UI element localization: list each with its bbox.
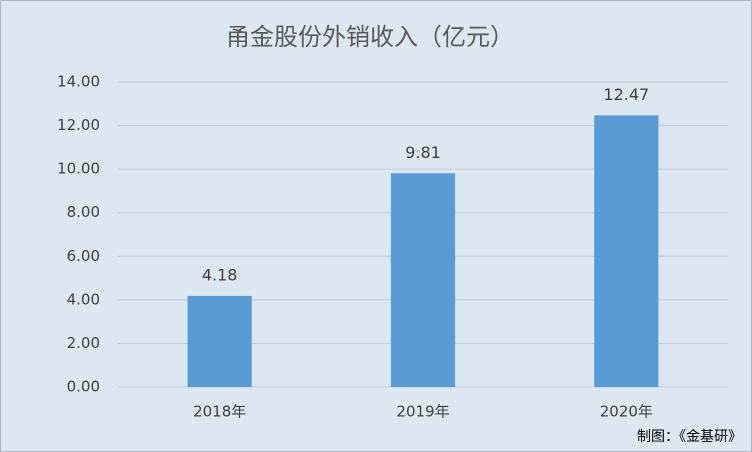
y-tick-label: 8.00 [67, 203, 100, 221]
bar [187, 295, 252, 387]
bar [594, 115, 659, 387]
x-tick-label: 2020年 [600, 403, 653, 421]
y-tick-label: 10.00 [57, 160, 100, 178]
data-label: 12.47 [603, 85, 649, 104]
annotation: 制图：《金基研》 [637, 428, 742, 445]
x-tick-label: 2018年 [193, 403, 246, 421]
data-label: 9.81 [405, 143, 441, 162]
y-tick-label: 12.00 [57, 116, 100, 134]
y-tick-label: 0.00 [67, 378, 100, 396]
y-tick-label: 14.00 [57, 73, 100, 91]
chart-title: 甬金股份外销收入（亿元） [226, 23, 514, 51]
data-label: 4.18 [202, 265, 238, 284]
y-tick-label: 6.00 [67, 247, 100, 265]
x-tick-label: 2019年 [396, 403, 449, 421]
y-tick-label: 2.00 [67, 334, 100, 352]
y-tick-label: 4.00 [67, 290, 100, 308]
bar [390, 173, 456, 387]
